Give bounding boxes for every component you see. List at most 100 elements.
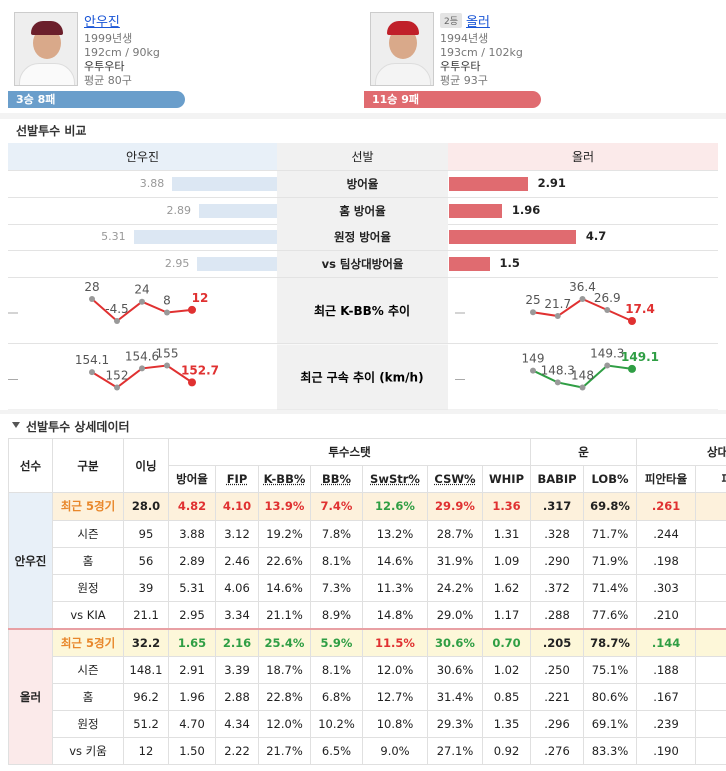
stat-cell: .2 — [695, 737, 726, 766]
right-value: 1.96 — [511, 202, 541, 217]
stat-cell: 0.70 — [481, 627, 532, 657]
trend-label: 26.9 — [594, 291, 621, 305]
stat-cell: .2 — [695, 709, 726, 739]
stat-cell: 1.09 — [481, 546, 532, 575]
stat-cell: .144 — [636, 627, 697, 657]
left-bar — [198, 203, 277, 218]
right-bar — [449, 177, 528, 191]
trend-label: 24 — [134, 283, 149, 297]
stat-cell: 3.34 — [215, 601, 259, 630]
stat-cell: .1 — [695, 627, 726, 657]
stat-cell: 1.17 — [481, 601, 532, 630]
data-row: 안우진 최근 5경기 28.0 4.82 4.10 13.9% 7.4% 12.6% 29.9%… — [8, 492, 726, 630]
right-bar — [449, 256, 490, 271]
stat-cell: .244 — [636, 519, 697, 548]
trend-point — [188, 305, 196, 314]
split-cell: 홈 — [52, 682, 124, 711]
data-row: 원정 51.2 4.70 4.34 12.0% 10.2% 10.8% 29.3% 1.35.2… — [9, 709, 726, 739]
player-card: 2등 올러 1994년생 193cm / 102kg 우투우타 평균 93구 — [370, 10, 550, 110]
stat-cell: 5.9% — [310, 627, 363, 657]
left-bar — [197, 256, 277, 271]
right-value: 4.7 — [585, 229, 607, 244]
stat-cell: 21.1 — [123, 601, 169, 630]
stat-cell: 12.0% — [258, 709, 311, 739]
stat-cell: 8.9% — [310, 601, 363, 630]
player-info: 평균 80구 — [84, 74, 132, 87]
stat-cell: .3 — [695, 573, 726, 603]
metric-label-bg — [277, 278, 448, 344]
photo-cap — [31, 21, 63, 35]
trend-label: 149.1 — [621, 350, 659, 364]
trend-charts: 최근 K-BB% 추이 28 -4.5 24 8 12 25 21.7 36.426.9 17.4… — [8, 278, 718, 411]
photo-body — [19, 63, 75, 85]
trend-label: 149 — [522, 352, 545, 366]
stat-cell: .2 — [695, 546, 726, 575]
split-cell: 시즌 — [52, 655, 124, 684]
trend-label: 36.4 — [569, 280, 596, 294]
trend-point — [604, 362, 611, 369]
stat-cell: 27.1% — [427, 737, 483, 766]
left-value: 2.95 — [164, 256, 190, 270]
metric-label: 방어율 — [277, 171, 448, 198]
trend-point — [164, 362, 170, 369]
stat-cell: 4.06 — [215, 573, 259, 603]
split-cell: 최근 5경기 — [52, 492, 124, 521]
stat-cell: 19.2% — [258, 519, 311, 548]
data-row: 홈 96.2 1.96 2.88 22.8% 6.8% 12.7% 31.4% 0.85.221… — [9, 682, 726, 711]
player-card: 안우진 1999년생 192cm / 90kg 우투우타 평균 80구 — [14, 10, 194, 110]
stat-cell: 1.36 — [481, 492, 532, 521]
header-row: 방어율 FIP K-BB% BB% SwStr% CSW% WHIP BABIP LOB% 피안타… — [9, 465, 726, 494]
stat-cell: 69.1% — [583, 709, 638, 739]
stat-cell: 7.4% — [310, 492, 363, 521]
stat-cell: 4.70 — [168, 709, 216, 739]
stat-cell: 0.92 — [481, 737, 532, 766]
stat-cell: 1.65 — [168, 627, 216, 657]
stat-cell: 18.7% — [258, 655, 311, 684]
column-header: LOB% — [583, 465, 638, 494]
player-info: 193cm / 102kg — [440, 46, 523, 59]
stat-cell: 31.9% — [427, 546, 483, 575]
stat-cell: 22.8% — [258, 682, 311, 711]
column-header: 피안타율 — [636, 465, 697, 494]
stat-cell: 51.2 — [123, 709, 169, 739]
player-name[interactable]: 안우진 — [84, 15, 120, 30]
metric-label: 최근 K-BB% 추이 — [314, 303, 410, 318]
split-cell: vs 키움 — [52, 737, 124, 766]
stat-cell: 3.88 — [168, 519, 216, 548]
trend-point — [579, 296, 586, 302]
left-value: 3.88 — [139, 177, 165, 190]
trend-label: -4.5 — [105, 302, 128, 316]
stat-cell: 30.6% — [427, 627, 483, 657]
stat-cell: 75.1% — [583, 655, 638, 684]
stat-cell: 25.4% — [258, 627, 311, 657]
stat-cell: .2 — [695, 601, 726, 630]
stat-cell: 21.1% — [258, 601, 311, 630]
stat-cell: 30.6% — [427, 655, 483, 684]
compare-header: 안우진 — [8, 143, 277, 171]
split-cell: vs KIA — [52, 601, 124, 630]
record-bar: 3승 8패 — [8, 91, 185, 108]
metric-label-bg — [277, 344, 448, 410]
stat-cell: 39 — [123, 573, 169, 603]
column-header: BB% — [310, 465, 363, 494]
trend-label: 8 — [163, 294, 171, 308]
trend-point — [554, 313, 561, 320]
trend-label: 28 — [84, 280, 99, 294]
team-cell: 안우진 — [8, 492, 53, 630]
stat-cell: 78.7% — [583, 627, 638, 657]
column-header: BABIP — [530, 465, 585, 494]
player-name[interactable]: 올러 — [466, 15, 490, 30]
column-header: 방어율 — [168, 465, 216, 494]
stat-cell: 83.3% — [583, 737, 638, 766]
stat-cell: 3.39 — [215, 655, 259, 684]
trend-label: 148 — [571, 369, 594, 383]
player-info: 우투우타 — [440, 60, 481, 73]
data-row: 원정 39 5.31 4.06 14.6% 7.3% 11.3% 24.2% 1.62.372 7… — [9, 573, 726, 603]
trend-label: 12 — [192, 291, 209, 305]
data-row: 올러 최근 5경기 32.2 1.65 2.16 25.4% 5.9% 11.5% 30.6% 0… — [8, 627, 726, 766]
stat-cell: 71.4% — [583, 573, 638, 603]
stat-cell: 11.5% — [362, 627, 428, 657]
left-bar — [172, 177, 277, 191]
stat-cell: 9.0% — [362, 737, 428, 766]
stat-cell: 12.7% — [362, 682, 428, 711]
